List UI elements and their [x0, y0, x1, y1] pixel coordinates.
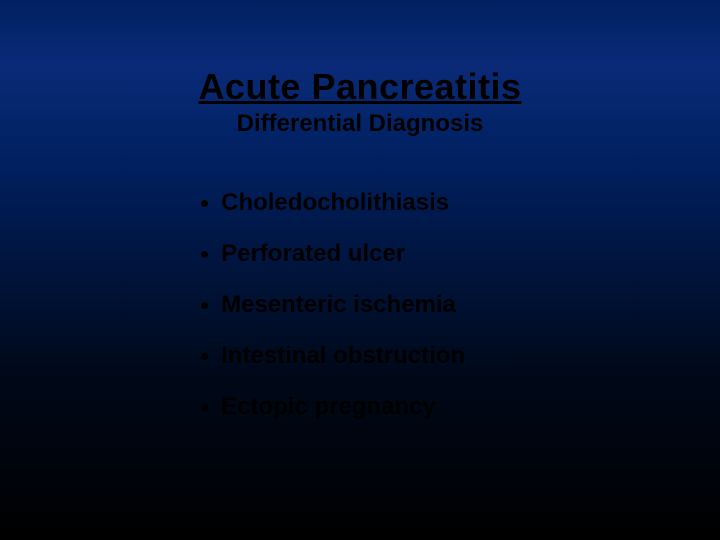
- slide-title: Acute Pancreatitis: [0, 66, 720, 108]
- list-item: • Ectopic pregnancy: [200, 392, 465, 421]
- title-block: Acute Pancreatitis Differential Diagnosi…: [0, 66, 720, 138]
- list-item-text: Perforated ulcer: [221, 240, 405, 268]
- list-item-text: Intestinal obstruction: [221, 342, 465, 370]
- list-item: • Choledocholithiasis: [200, 188, 465, 217]
- slide-subtitle: Differential Diagnosis: [0, 110, 720, 138]
- list-item-text: Ectopic pregnancy: [221, 393, 436, 421]
- bullet-icon: •: [200, 190, 209, 216]
- list-item: • Perforated ulcer: [200, 239, 465, 268]
- bullet-icon: •: [200, 292, 209, 318]
- bullet-list: • Choledocholithiasis • Perforated ulcer…: [200, 188, 465, 443]
- list-item-text: Choledocholithiasis: [221, 189, 449, 217]
- list-item: • Intestinal obstruction: [200, 341, 465, 370]
- list-item: • Mesenteric ischemia: [200, 290, 465, 319]
- bullet-icon: •: [200, 241, 209, 267]
- bullet-icon: •: [200, 394, 209, 420]
- bullet-icon: •: [200, 343, 209, 369]
- list-item-text: Mesenteric ischemia: [221, 291, 456, 319]
